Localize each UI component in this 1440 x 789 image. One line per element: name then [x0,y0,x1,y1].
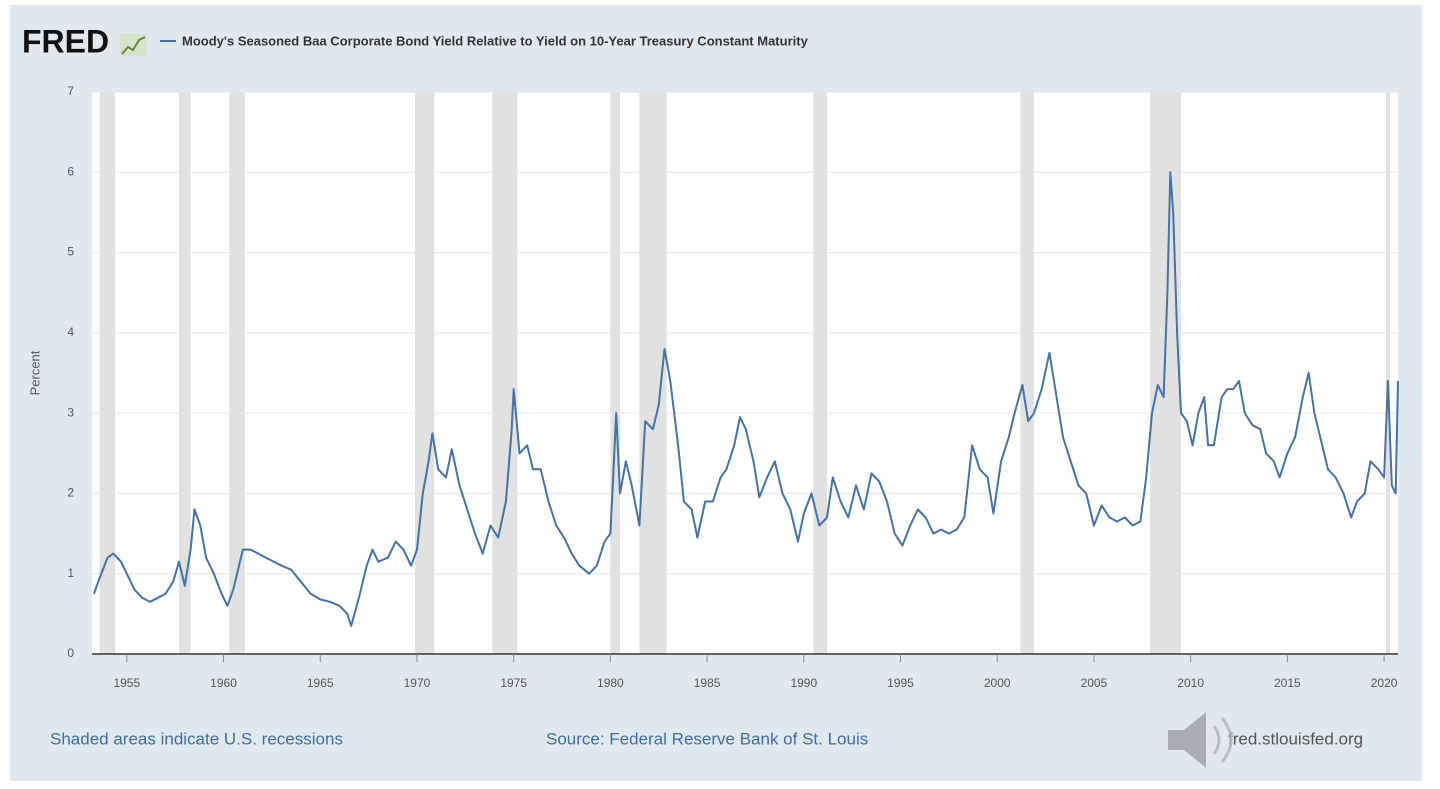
recession-band [229,92,245,654]
source: Source: Federal Reserve Bank of St. Loui… [546,729,868,748]
y-tick-label: 0 [67,646,74,660]
y-tick-label: 1 [67,566,74,580]
y-tick-label: 7 [67,84,74,98]
x-tick-label: 1990 [790,676,817,690]
y-tick-label: 6 [67,164,74,178]
recession-band [99,92,116,654]
brand-logo: FRED [22,23,109,59]
site-url: fred.stlouisfed.org [1228,729,1363,748]
x-tick-label: 1985 [694,676,721,690]
logo-icon [120,34,146,56]
x-tick-label: 1980 [597,676,624,690]
x-tick-label: 2015 [1274,676,1301,690]
recession-note: Shaded areas indicate U.S. recessions [50,729,343,748]
recession-band [415,92,435,654]
recession-band [610,92,621,654]
y-tick-label: 4 [67,325,74,339]
x-tick-label: 1955 [113,676,140,690]
data-line [92,171,1399,627]
recession-band [1386,92,1390,654]
x-tick-label: 1970 [404,676,431,690]
x-tick-label: 2020 [1371,676,1398,690]
y-axis-label: Percent [27,350,42,395]
y-tick-label: 5 [67,245,74,259]
y-tick-label: 2 [67,486,74,500]
legend-label: Moody's Seasoned Baa Corporate Bond Yiel… [182,33,809,48]
x-tick-label: 2005 [1081,676,1108,690]
y-tick-label: 3 [67,405,74,419]
recession-band [813,92,828,654]
plot-area [92,92,1398,654]
x-tick-label: 1960 [210,676,237,690]
x-tick-label: 1965 [307,676,334,690]
recession-band [1020,92,1034,654]
speaker-icon [1168,712,1233,768]
x-tick-label: 2010 [1177,676,1204,690]
x-tick-label: 2000 [984,676,1011,690]
x-tick-label: 1975 [500,676,527,690]
recession-band [1150,92,1181,654]
x-tick-label: 1995 [887,676,914,690]
recession-band [492,92,518,654]
recession-band [179,92,191,654]
